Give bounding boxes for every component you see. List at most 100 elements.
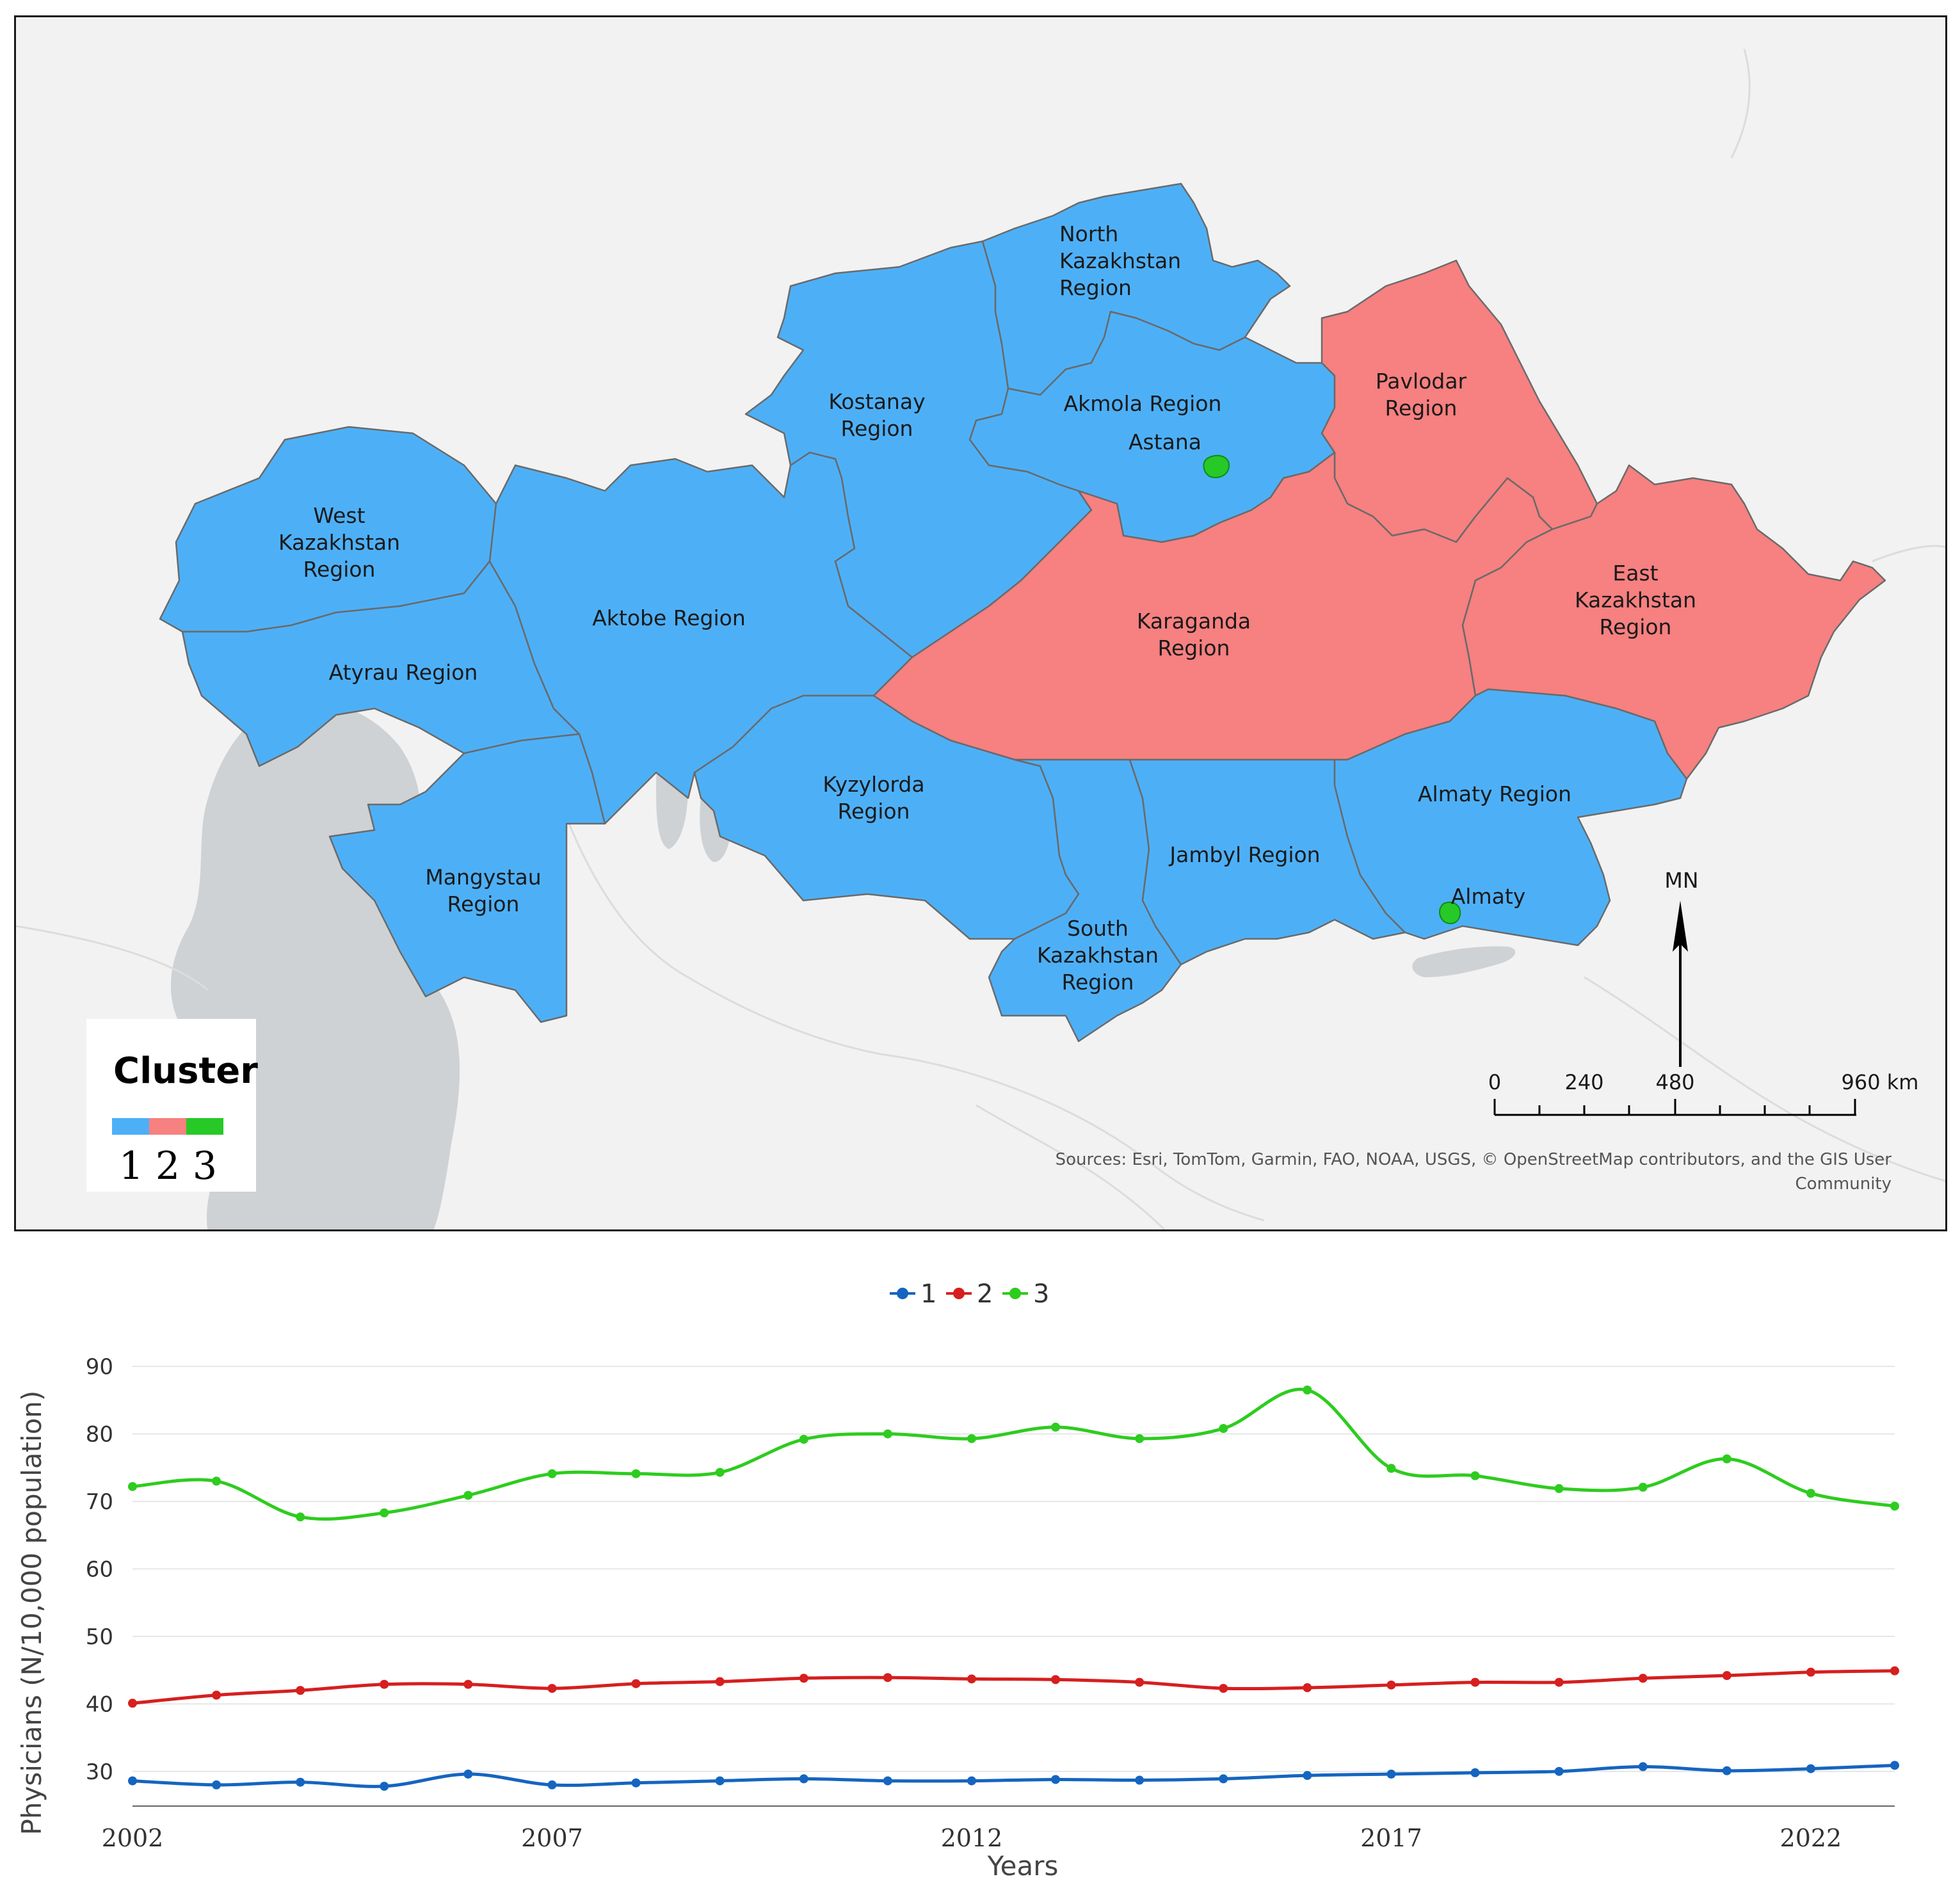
series-3-point-2019[interactable] <box>1554 1484 1564 1493</box>
label-almaty-region: Almaty Region <box>1418 781 1571 806</box>
series-3-point-2011[interactable] <box>883 1429 892 1439</box>
series-2-point-2009[interactable] <box>715 1677 725 1686</box>
series-2-point-2003[interactable] <box>212 1690 221 1700</box>
series-2 <box>128 1666 1899 1708</box>
series-3-point-2004[interactable] <box>296 1512 305 1522</box>
series-3-point-2014[interactable] <box>1135 1434 1145 1443</box>
series-3-point-2020[interactable] <box>1638 1482 1648 1492</box>
kazakhstan-cluster-map: West Kazakhstan Region Atyrau Region Mangy… <box>16 49 1945 1229</box>
label-south-kazakhstan: South Kazakhstan Region <box>1037 916 1159 995</box>
series-3-point-2021[interactable] <box>1722 1454 1731 1464</box>
series-3-point-2008[interactable] <box>631 1469 641 1478</box>
series-1-point-2021[interactable] <box>1722 1766 1731 1775</box>
series-3-point-2012[interactable] <box>967 1434 976 1443</box>
series-3-point-2010[interactable] <box>799 1434 808 1444</box>
series-2-point-2006[interactable] <box>463 1679 473 1689</box>
series-1-point-2016[interactable] <box>1303 1771 1312 1780</box>
scale-bar: 0 240 480 960 km <box>1488 1070 1918 1116</box>
series-3-point-2002[interactable] <box>128 1482 137 1491</box>
series-2-point-2018[interactable] <box>1470 1677 1480 1687</box>
x-tick-2022: 2022 <box>1780 1824 1842 1852</box>
map-sources-line2: Community <box>1795 1174 1892 1194</box>
series-3-point-2016[interactable] <box>1303 1385 1312 1395</box>
label-akmola: Akmola Region <box>1064 391 1222 416</box>
series-3-point-2005[interactable] <box>380 1508 389 1517</box>
series-1-point-2018[interactable] <box>1470 1768 1480 1777</box>
series-2-point-2015[interactable] <box>1219 1684 1228 1693</box>
series-3-point-2013[interactable] <box>1051 1422 1061 1432</box>
legend-swatch-1 <box>112 1118 149 1135</box>
series-3-point-2022[interactable] <box>1806 1489 1815 1498</box>
series-1-point-2022[interactable] <box>1806 1764 1815 1773</box>
label-pavlodar: Pavlodar Region <box>1376 369 1467 420</box>
series-2-point-2020[interactable] <box>1638 1674 1648 1683</box>
series-1-point-2008[interactable] <box>631 1778 641 1788</box>
label-astana: Astana <box>1129 429 1201 454</box>
label-almaty: Almaty <box>1451 884 1526 909</box>
y-tick-60: 60 <box>86 1556 113 1582</box>
legend-label-1: 1 <box>119 1144 143 1188</box>
series-3-point-2003[interactable] <box>212 1476 221 1486</box>
series-3-point-2023[interactable] <box>1890 1501 1899 1511</box>
series-1-point-2007[interactable] <box>547 1780 557 1789</box>
series-3-point-2007[interactable] <box>547 1469 557 1478</box>
series-2-point-2021[interactable] <box>1722 1671 1731 1681</box>
series-1-point-2005[interactable] <box>380 1782 389 1791</box>
series-2-point-2013[interactable] <box>1051 1675 1061 1684</box>
series-3-point-2017[interactable] <box>1386 1464 1396 1473</box>
series-2-point-2005[interactable] <box>380 1679 389 1689</box>
x-tick-2012: 2012 <box>941 1824 1003 1852</box>
series-2-point-2002[interactable] <box>128 1699 137 1708</box>
series-2-point-2023[interactable] <box>1890 1666 1899 1676</box>
y-axis-ticks: 30 40 50 60 70 80 90 <box>86 1354 113 1785</box>
series-2-point-2019[interactable] <box>1554 1677 1564 1687</box>
label-jambyl: Jambyl Region <box>1168 842 1320 867</box>
region-pavlodar[interactable] <box>1321 259 1598 543</box>
y-tick-30: 30 <box>86 1759 113 1785</box>
series-1-point-2004[interactable] <box>296 1777 305 1787</box>
series-1-point-2010[interactable] <box>799 1774 808 1784</box>
series-2-point-2011[interactable] <box>883 1673 892 1683</box>
series-1-point-2009[interactable] <box>715 1776 725 1786</box>
series-3-point-2009[interactable] <box>715 1468 725 1477</box>
series-2-point-2007[interactable] <box>547 1684 557 1693</box>
series-1-point-2020[interactable] <box>1638 1762 1648 1772</box>
series-2-point-2017[interactable] <box>1386 1680 1396 1690</box>
label-west-kazakhstan: West Kazakhstan Region <box>278 503 400 582</box>
region-east-kazakhstan[interactable] <box>1461 464 1886 780</box>
series-2-point-2012[interactable] <box>967 1674 976 1684</box>
series-1-point-2019[interactable] <box>1554 1766 1564 1776</box>
series-3-point-2018[interactable] <box>1470 1471 1480 1480</box>
label-kyzylorda: Kyzylorda Region <box>823 772 924 824</box>
series-1-point-2012[interactable] <box>967 1776 976 1786</box>
series-2-point-2008[interactable] <box>631 1679 641 1688</box>
series-1-point-2023[interactable] <box>1890 1761 1899 1770</box>
series-1-point-2015[interactable] <box>1219 1774 1228 1784</box>
city-astana-marker[interactable] <box>1203 454 1230 478</box>
series-2-point-2014[interactable] <box>1135 1677 1145 1687</box>
series-1-point-2014[interactable] <box>1135 1775 1145 1785</box>
series-1-point-2003[interactable] <box>212 1780 221 1789</box>
series-1-point-2011[interactable] <box>883 1776 892 1786</box>
series-1-point-2002[interactable] <box>128 1776 137 1786</box>
region-almaty[interactable] <box>1333 688 1688 947</box>
series-2-point-2022[interactable] <box>1806 1667 1815 1677</box>
series-1-point-2006[interactable] <box>463 1770 473 1779</box>
legend-swatch-2 <box>149 1118 186 1135</box>
basemap-borders <box>16 49 1945 1229</box>
region-labels: West Kazakhstan Region Atyrau Region Mangy… <box>278 221 1696 995</box>
legend-label-series-1: 1 <box>920 1279 936 1309</box>
series-3-point-2015[interactable] <box>1219 1424 1228 1434</box>
series-1-point-2017[interactable] <box>1386 1770 1396 1779</box>
series-2-point-2010[interactable] <box>799 1674 808 1683</box>
series-1-point-2013[interactable] <box>1051 1775 1061 1784</box>
series-2-point-2016[interactable] <box>1303 1683 1312 1693</box>
series-2-point-2004[interactable] <box>296 1686 305 1695</box>
y-tick-90: 90 <box>86 1354 113 1380</box>
city-almaty-marker[interactable] <box>1439 901 1461 925</box>
y-tick-50: 50 <box>86 1624 113 1650</box>
series-3-point-2006[interactable] <box>463 1491 473 1500</box>
series-3-line <box>132 1388 1895 1521</box>
label-mangystau: Mangystau Region <box>425 865 541 916</box>
